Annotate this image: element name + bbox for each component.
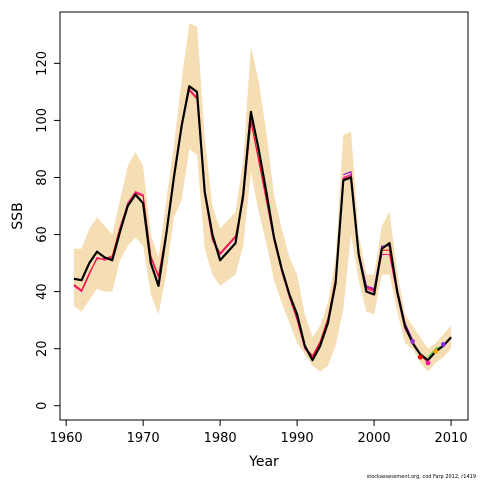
- confidence-band-layer: [73, 23, 452, 372]
- y-axis: 0 20 40 60 80 100 120: [35, 51, 60, 410]
- terminal-point-0: [410, 339, 415, 344]
- x-tick-label: 1970: [127, 431, 160, 446]
- x-tick-label: 1990: [281, 431, 314, 446]
- confidence-band: [73, 23, 452, 372]
- y-axis-title: SSB: [10, 202, 26, 229]
- y-tick-label: 40: [35, 283, 50, 300]
- series-line-0: [73, 85, 452, 362]
- series-layer: [73, 85, 452, 364]
- credit-text: stockassessment.org, cod Farp 2012, r141…: [367, 474, 476, 480]
- x-axis-title: Year: [248, 454, 279, 470]
- terminal-point-4: [441, 342, 446, 347]
- y-tick-label: 20: [35, 340, 50, 357]
- terminal-point-3: [433, 349, 439, 354]
- plot-frame: [59, 11, 469, 421]
- y-tick-label: 80: [35, 169, 50, 186]
- terminal-point-1: [417, 354, 423, 360]
- x-tick-label: 1960: [50, 431, 83, 446]
- terminal-point-2: [425, 360, 431, 366]
- x-tick-label: 2000: [358, 431, 391, 446]
- y-tick-label: 60: [35, 226, 50, 243]
- x-axis: 1960 1970 1980 1990 2000 2010: [50, 420, 468, 446]
- y-tick-label: 0: [35, 402, 50, 410]
- marker-layer: [410, 339, 446, 366]
- y-tick-label: 100: [35, 108, 50, 133]
- y-tick-label: 120: [35, 51, 50, 76]
- x-tick-label: 1980: [204, 431, 237, 446]
- x-tick-label: 2010: [435, 431, 468, 446]
